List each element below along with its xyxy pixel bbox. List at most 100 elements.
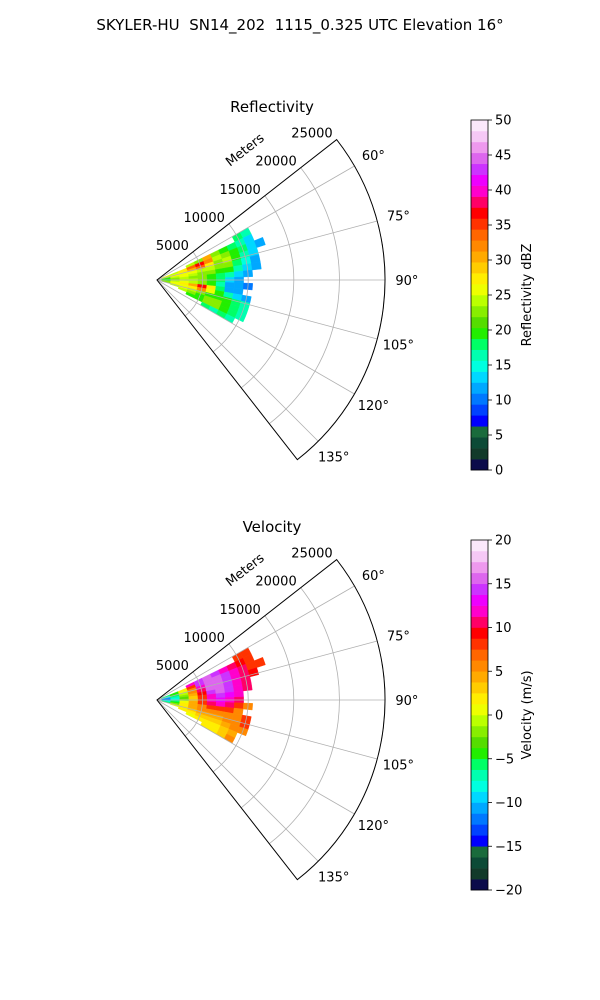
velocity-colorbar-segment (471, 725, 488, 738)
reflectivity-azimuth-tick-label: 120° (358, 399, 389, 414)
velocity-colorbar-tick-label: −20 (495, 884, 522, 899)
velocity-range-ring (212, 643, 249, 773)
page-title: SKYLER-HU SN14_202 1115_0.325 UTC Elevat… (96, 16, 504, 34)
velocity-colorbar-segment (471, 660, 488, 672)
velocity-colorbar-segment (471, 540, 488, 552)
reflectivity-colorbar-segment (471, 349, 488, 361)
reflectivity-range-tick-label: 25000 (291, 127, 332, 142)
reflectivity-colorbar-segment (471, 120, 488, 132)
velocity-colorbar-tick-label: −5 (495, 752, 514, 767)
velocity-colorbar-segment (471, 616, 488, 628)
reflectivity-range-tick-label: 20000 (255, 155, 296, 170)
velocity-frame (156, 558, 386, 881)
velocity-cell (206, 693, 217, 699)
reflectivity-range-tick-label: 5000 (156, 239, 189, 254)
reflectivity-panel: Reflectivity500010000150002000025000Mete… (156, 98, 535, 479)
velocity-colorbar-segment (471, 605, 488, 617)
reflectivity-range-ring (184, 251, 203, 317)
reflectivity-colorbar-segment (471, 327, 488, 340)
velocity-range-tick-label: 20000 (255, 575, 296, 590)
velocity-range-tick-label: 25000 (291, 547, 332, 562)
reflectivity-cell (224, 271, 235, 278)
reflectivity-colorbar-tick-label: 15 (495, 359, 512, 374)
velocity-azimuth-spoke (156, 585, 355, 701)
reflectivity-grid (156, 139, 386, 460)
velocity-colorbar-tick-label: −10 (495, 796, 522, 811)
reflectivity-azimuth-tick-label: 60° (362, 149, 385, 164)
velocity-colorbar-segment (471, 682, 488, 694)
reflectivity-colorbar-segment (471, 141, 488, 154)
reflectivity-colorbar-segment (471, 207, 488, 219)
reflectivity-colorbar-segment (471, 459, 488, 471)
reflectivity-colorbar-segment (471, 404, 488, 416)
velocity-colorbar-segment (471, 671, 488, 683)
reflectivity-azimuth-tick-label: 75° (387, 209, 410, 224)
reflectivity-range-tick-label: 10000 (184, 211, 225, 226)
reflectivity-colorbar-segment (471, 152, 488, 165)
velocity-azimuth-tick-label: 135° (318, 871, 349, 886)
velocity-colorbar-label: Velocity (m/s) (520, 670, 535, 759)
velocity-colorbar-segment (471, 835, 488, 847)
reflectivity-azimuth-spoke (156, 165, 355, 281)
reflectivity-colorbar-segment (471, 262, 488, 274)
reflectivity-colorbar-segment (471, 382, 488, 394)
reflectivity-azimuth-spoke (156, 279, 319, 442)
reflectivity-range-ring (212, 223, 249, 353)
velocity-colorbar-segment (471, 638, 488, 650)
reflectivity-field (160, 227, 266, 324)
reflectivity-colorbar-segment (471, 426, 488, 438)
velocity-colorbar-segment (471, 715, 488, 727)
reflectivity-cell (253, 237, 266, 248)
velocity-range-ring (184, 671, 203, 737)
velocity-range-ring (269, 587, 340, 845)
velocity-colorbar-segment (471, 561, 488, 574)
velocity-azimuth-spoke (156, 640, 378, 701)
velocity-grid (156, 559, 386, 880)
velocity-colorbar: −20 −15 −10 −5 0 5 10 15 20 Velocity (m/s) (470, 534, 535, 899)
velocity-colorbar-segment (471, 824, 488, 836)
velocity-range-tick-label: 15000 (219, 603, 260, 618)
reflectivity-colorbar-tick-label: 10 (495, 394, 512, 409)
reflectivity-azimuth-spoke (156, 220, 378, 281)
velocity-colorbar-segment (471, 693, 488, 705)
velocity-colorbar-segment (471, 583, 488, 595)
reflectivity-colorbar-segment (471, 371, 488, 383)
velocity-azimuth-tick-label: 90° (395, 694, 418, 709)
reflectivity-colorbar-segment (471, 437, 488, 449)
reflectivity-colorbar-segment (471, 163, 488, 175)
velocity-cell (233, 690, 244, 698)
reflectivity-frame (156, 138, 386, 461)
reflectivity-colorbar-segment (471, 196, 488, 208)
velocity-title: Velocity (243, 518, 302, 536)
velocity-colorbar-tick-label: 5 (495, 665, 503, 680)
reflectivity-colorbar-segment (471, 415, 488, 427)
reflectivity-colorbar-segment (471, 273, 488, 285)
reflectivity-range-ring (269, 167, 340, 425)
reflectivity-cell (206, 273, 217, 279)
velocity-range-tick-label: 5000 (156, 659, 189, 674)
reflectivity-colorbar-label: Reflectivity dBZ (520, 244, 535, 347)
velocity-colorbar-segment (471, 758, 488, 770)
velocity-colorbar-segment (471, 747, 488, 760)
velocity-azimuth-tick-label: 105° (383, 759, 414, 774)
reflectivity-colorbar-segment (471, 229, 488, 241)
velocity-cell (224, 691, 235, 698)
velocity-colorbar-segment (471, 594, 488, 606)
velocity-range-tick-label: 10000 (184, 631, 225, 646)
reflectivity-colorbar: 0 5 10 15 20 25 30 35 40 45 50 Reflectivity dBZ (470, 114, 535, 479)
reflectivity-colorbar-segment (471, 295, 488, 307)
reflectivity-colorbar-segment (471, 240, 488, 252)
velocity-azimuth-spoke (156, 699, 319, 862)
reflectivity-colorbar-segment (471, 130, 488, 143)
reflectivity-colorbar-segment (471, 284, 488, 296)
velocity-azimuth-spoke (156, 699, 378, 760)
velocity-colorbar-segment (471, 857, 488, 869)
reflectivity-range-ring (240, 195, 295, 389)
reflectivity-azimuth-tick-label: 135° (318, 451, 349, 466)
reflectivity-colorbar-tick-label: 0 (495, 464, 503, 479)
reflectivity-colorbar-segment (471, 448, 488, 460)
velocity-colorbar-segment (471, 649, 488, 661)
velocity-azimuth-tick-label: 75° (387, 629, 410, 644)
velocity-colorbar-segment (471, 769, 488, 781)
